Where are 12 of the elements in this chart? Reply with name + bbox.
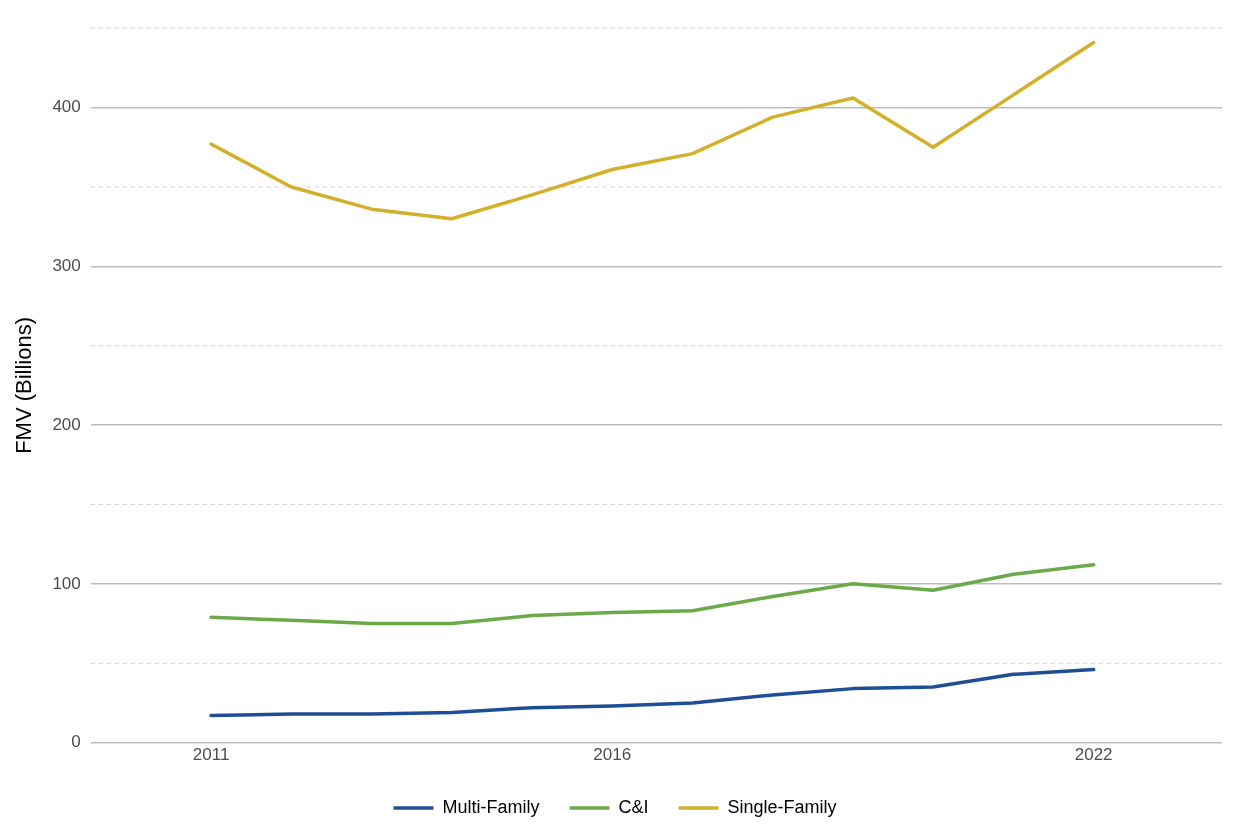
y-tick-label: 200 [52,414,81,434]
y-tick-label: 100 [52,573,81,593]
y-tick-label: 400 [52,97,81,117]
y-tick-label: 300 [52,256,81,276]
y-tick-label: 0 [71,732,81,752]
x-tick-label: 2016 [593,745,632,765]
x-tick-label: 2022 [1074,745,1113,765]
legend-label: Multi-Family [442,796,540,817]
y-axis-title: FMV (Billions) [11,316,37,454]
legend-label: Single-Family [727,796,837,817]
legend-label: C&I [618,796,649,817]
x-tick-label: 2011 [192,745,230,765]
